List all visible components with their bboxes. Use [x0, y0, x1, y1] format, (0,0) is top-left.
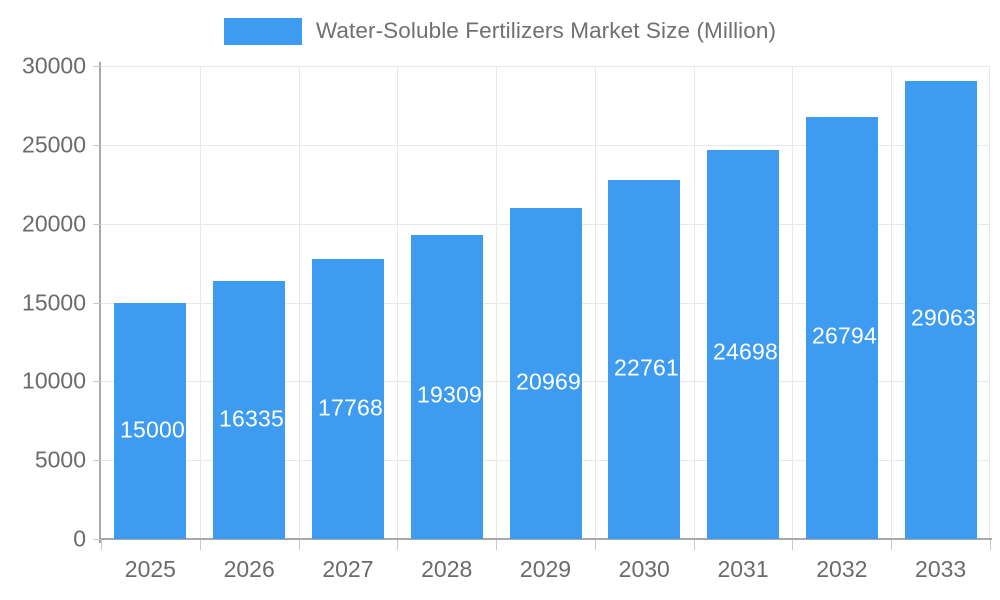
- gridline-vertical: [496, 66, 497, 539]
- bar[interactable]: [312, 258, 384, 539]
- x-axis-tick-label: 2027: [322, 556, 374, 582]
- gridline-vertical: [595, 66, 596, 539]
- gridline-vertical: [694, 66, 695, 539]
- bar-value-label: 20969: [516, 368, 581, 395]
- gridline-horizontal: [101, 66, 990, 67]
- gridline-vertical: [989, 66, 990, 539]
- bar[interactable]: [114, 302, 186, 539]
- y-tick-mark: [93, 460, 101, 462]
- x-tick-mark: [496, 540, 497, 550]
- bar[interactable]: [608, 180, 680, 539]
- x-tick-mark: [595, 540, 596, 550]
- y-tick-mark: [93, 539, 101, 540]
- x-tick-mark: [200, 540, 201, 550]
- x-tick-mark: [694, 540, 695, 550]
- x-axis-tick-label: 2029: [519, 556, 572, 582]
- x-tick-mark: [397, 540, 398, 550]
- bar[interactable]: [905, 80, 977, 539]
- gridline-vertical: [891, 66, 892, 539]
- bar[interactable]: [707, 149, 779, 539]
- x-tick-mark: [891, 540, 892, 550]
- y-tick-mark: [93, 223, 101, 225]
- chart-legend: Water-Soluble Fertilizers Market Size (M…: [0, 12, 1000, 50]
- x-axis-line: [99, 538, 992, 540]
- bar-value-label: 22761: [614, 354, 679, 381]
- legend-series-label[interactable]: Water-Soluble Fertilizers Market Size (M…: [315, 18, 777, 43]
- gridline-vertical: [299, 66, 300, 539]
- x-tick-mark: [990, 540, 991, 550]
- y-axis-tick-label: 25000: [22, 131, 86, 158]
- bar-value-label: 29063: [911, 304, 976, 331]
- bar-value-label: 17768: [318, 394, 383, 421]
- y-tick-mark: [93, 381, 101, 383]
- y-tick-mark: [93, 302, 101, 304]
- x-axis-tick-label: 2026: [223, 556, 275, 582]
- bar-value-label: 19309: [417, 381, 482, 408]
- bar[interactable]: [806, 116, 878, 539]
- y-axis-tick-label: 5000: [34, 446, 86, 473]
- y-axis-tick-label: 30000: [22, 52, 86, 79]
- y-axis-tick-label: 10000: [22, 367, 86, 394]
- bar[interactable]: [411, 234, 483, 539]
- gridline-horizontal: [101, 144, 990, 146]
- bar[interactable]: [213, 281, 285, 539]
- x-axis-tick-label: 2031: [717, 556, 769, 582]
- gridline-vertical: [200, 66, 201, 539]
- x-axis-tick-label: 2030: [618, 556, 670, 582]
- gridline-vertical: [792, 66, 793, 539]
- y-tick-mark: [93, 144, 101, 146]
- x-axis-tick-label: 2028: [421, 556, 473, 582]
- bar-value-label: 15000: [120, 416, 185, 443]
- x-axis-tick-label: 2032: [816, 556, 868, 582]
- bar-value-label: 16335: [219, 405, 284, 432]
- x-axis-tick-label: 2033: [915, 556, 967, 582]
- x-tick-mark: [299, 540, 300, 550]
- x-axis-tick-label: 2025: [124, 556, 176, 582]
- gridline-vertical: [397, 66, 398, 539]
- bar-value-label: 26794: [812, 322, 877, 349]
- legend-color-swatch[interactable]: [223, 17, 302, 45]
- bar[interactable]: [510, 208, 582, 539]
- y-axis-tick-label: 0: [73, 525, 86, 552]
- bar-value-label: 24698: [713, 338, 778, 365]
- y-axis-tick-label: 15000: [22, 289, 86, 315]
- x-tick-mark: [101, 540, 102, 550]
- y-tick-mark: [93, 66, 101, 67]
- x-tick-mark: [792, 540, 793, 550]
- y-axis-tick-label: 20000: [22, 210, 86, 237]
